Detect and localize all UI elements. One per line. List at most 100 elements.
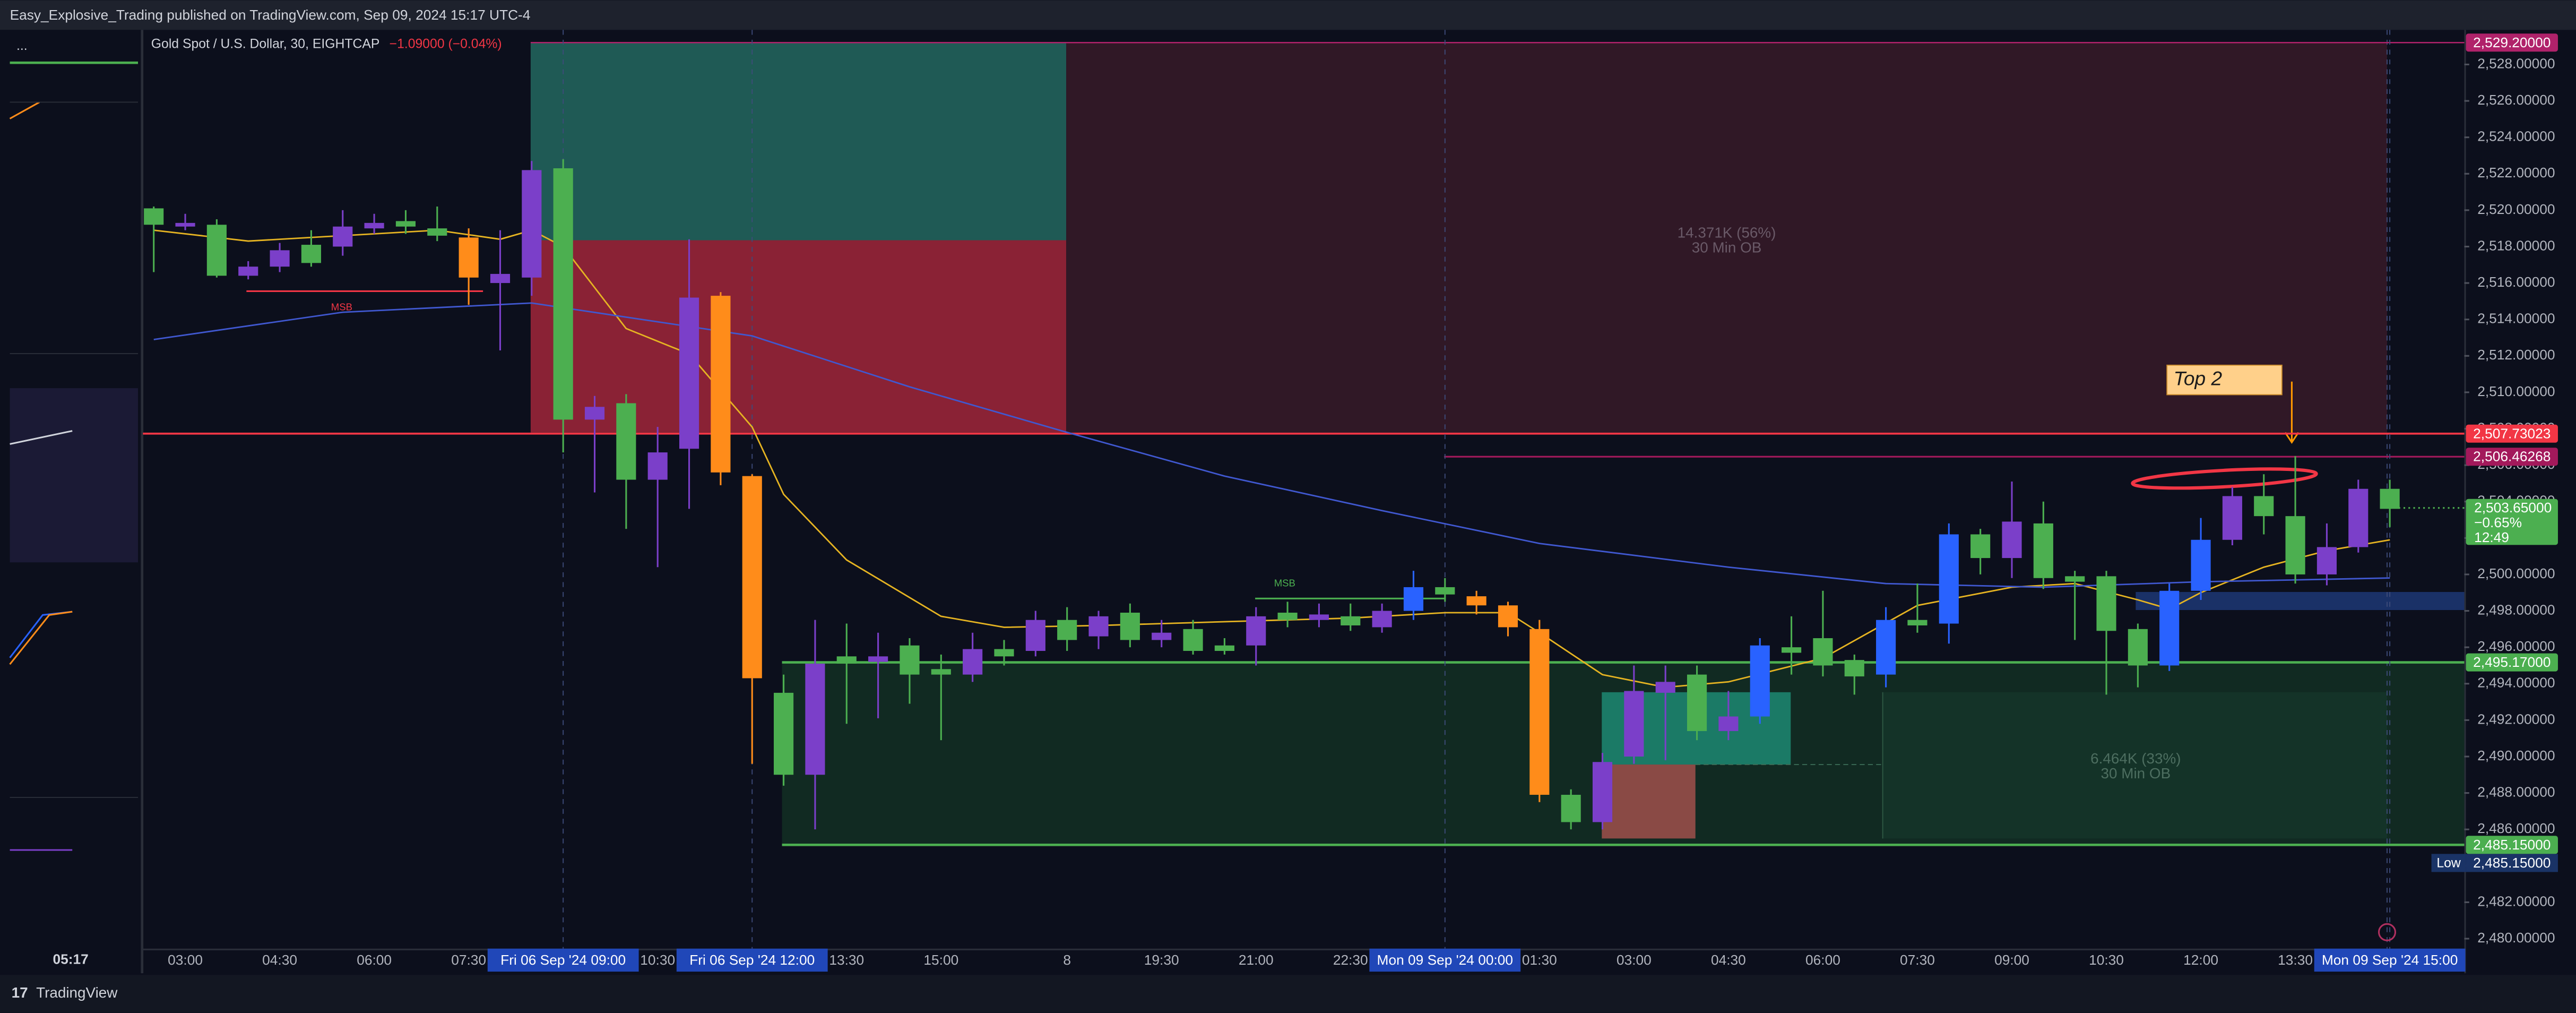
x-tick-label: 12:00 [2183,952,2218,968]
y-tick-label: 2,492.00000 [2477,711,2555,727]
candle-body [1183,629,1203,651]
countdown: 12:49 [2474,529,2509,545]
low-marker-box [2466,854,2558,872]
candle-body [1529,629,1550,795]
x-tick-label: 21:00 [1239,952,1274,968]
candle-body [1592,762,1613,822]
x-tick-label: 10:30 [640,952,675,968]
x-tick-label: 10:30 [2089,952,2124,968]
candle-body [2033,523,2053,578]
candle-body [2065,576,2085,582]
candle-body [679,297,699,449]
price-label-box [2466,653,2558,672]
price-label: 2,507.73023 [2473,425,2551,441]
candle-body [1341,616,1361,625]
candle-body [836,656,857,664]
candle-body [868,656,888,662]
candle-body [2191,539,2211,591]
candle-body [175,222,195,227]
candle-body [2222,496,2242,540]
price-label-box [2466,448,2558,466]
x-tick-label: 15:00 [923,952,958,968]
candle-body [1939,534,1959,624]
y-tick-label: 2,516.00000 [2477,274,2555,290]
x-highlight [1369,948,1521,972]
side-line [10,430,73,445]
candle-body [584,407,605,420]
candle-body [1309,614,1329,620]
price-label: 2,529.20000 [2473,35,2551,50]
candle-body [522,170,542,278]
candle-body [1813,638,1833,666]
pane-time: 05:17 [53,951,88,967]
candle-body [1277,612,1298,620]
y-tick-label: 2,522.00000 [2477,165,2555,181]
candle-body [2254,496,2274,517]
annotation: MSB [331,301,352,312]
zone [2136,591,2465,611]
x-tick-label: 09:00 [1994,952,2029,968]
side-line [9,611,73,665]
x-highlight [676,948,828,972]
candle-body [1844,660,1864,677]
candle-body [2159,590,2180,666]
footer-logo: 17 [12,984,28,1001]
candle-body [553,168,573,420]
low-marker-name: Low [2436,856,2461,870]
symbol-change: −1.09000 (−0.04%) [390,37,502,51]
candle-body [1907,620,1927,625]
callout-arrow [2284,381,2300,444]
x-highlight [487,948,639,972]
annotation: 6.464K (33%) [2090,750,2181,767]
x-tick-label: Mon 09 Sep '24 15:00 [2322,952,2458,968]
candle-body [1372,611,1392,628]
price-label-box [2466,836,2558,854]
x-tick-label: 13:30 [829,952,864,968]
candle-body [427,228,447,236]
candle-body [900,645,920,675]
side-line [9,101,40,119]
x-tick-label: 06:00 [357,952,392,968]
x-tick-label: 07:30 [1900,952,1935,968]
annotation: MSB [1274,577,1295,588]
x-highlight [2314,948,2466,972]
low-marker-label: 2,485.15000 [2473,855,2551,871]
candle-body [1214,645,1234,651]
candle-body [1498,605,1518,628]
annotation: 30 Min OB [1692,239,1762,255]
footer-brand: TradingView [36,984,118,1001]
last-change: −0.65% [2474,514,2522,530]
candle-body [2096,576,2116,631]
candle-body [774,692,794,775]
y-tick-label: 2,512.00000 [2477,347,2555,363]
candle-body [931,669,951,675]
candle-body [395,221,416,227]
x-tick-label: 19:30 [1144,952,1179,968]
price-label-box [2466,33,2558,52]
candle-body [459,237,479,278]
candle-body [333,226,353,247]
candle-body [490,273,511,284]
zone [1602,765,1696,839]
low-marker-box [2431,854,2466,872]
y-tick-label: 2,496.00000 [2477,638,2555,654]
x-tick-label: Mon 09 Sep '24 00:00 [1377,952,1514,968]
price-label: 2,485.15000 [2473,837,2551,853]
x-tick-label: 06:00 [1805,952,1840,968]
candle-body [2348,488,2368,547]
candle-body [1782,647,1802,653]
candle-body [742,476,762,679]
candle-body [238,267,258,276]
x-tick-label: 01:30 [1522,952,1557,968]
candle-body [2002,521,2022,559]
price-label-box [2466,424,2558,443]
pane-menu[interactable]: ... [16,39,28,53]
x-tick-label: 8 [1063,952,1071,968]
header-bar [0,0,2576,30]
candle-body [2380,488,2400,509]
candle-body [364,222,384,229]
alert-icon[interactable] [2378,923,2397,941]
candle-body [647,452,668,480]
candle-body [994,649,1014,657]
